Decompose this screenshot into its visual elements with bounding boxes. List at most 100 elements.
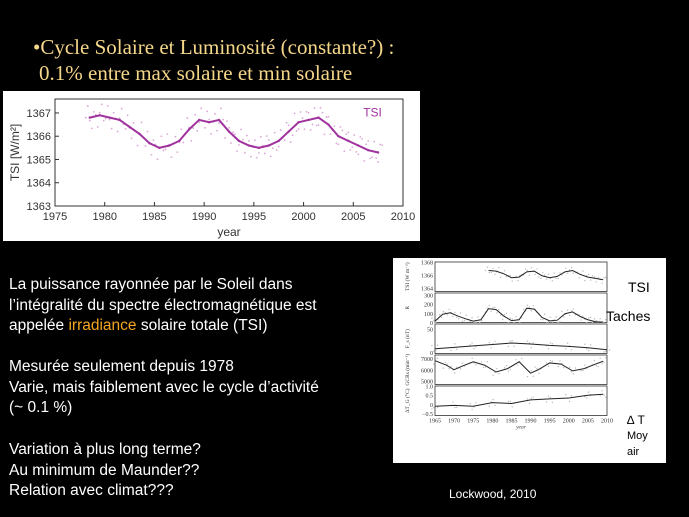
tsi-data-point (227, 130, 231, 133)
panel-noise-point (549, 360, 552, 362)
tsi-noise-point (106, 105, 109, 107)
panel-series-line (434, 307, 604, 323)
panel-noise-point (461, 320, 464, 322)
tsi-noise-point (247, 140, 250, 142)
tsi-noise-point (345, 133, 348, 136)
panel-noise-point (542, 271, 544, 274)
panel-noise-point (480, 361, 483, 363)
panel-y-tick-label: 5000 (421, 380, 433, 386)
panel-noise-point (599, 395, 601, 397)
tsi-noise-point (112, 111, 115, 114)
panel-noise-point (587, 317, 590, 319)
tsi-noise-point (321, 111, 324, 114)
panel-frame (434, 323, 608, 354)
tsi-noise-point (287, 124, 290, 127)
panel-noise-point (446, 363, 448, 365)
title-line-1: •Cycle Solaire et Luminosité (constante?… (33, 35, 395, 59)
panel-noise-point (530, 346, 533, 349)
panel-noise-point (517, 364, 519, 366)
panel-y-axis-label: TSI (W m⁻²) (404, 262, 411, 291)
panel-noise-point (551, 401, 554, 404)
panel-noise-point (545, 278, 548, 280)
x-tick-label: 1970 (448, 419, 460, 425)
panel-noise-point (557, 365, 559, 368)
tsi-data-point (267, 144, 270, 147)
panel-noise-point (448, 308, 450, 311)
panel-y-tick-label: 0.5 (426, 394, 434, 400)
tsi-noise-point (367, 140, 370, 142)
panel-noise-point (475, 321, 477, 324)
para3-line3: Relation avec climat??? (9, 482, 174, 499)
tsi-noise-point (379, 143, 382, 146)
panel-noise-point (433, 406, 435, 409)
x-tick-label: 1990 (525, 419, 537, 425)
tsi-noise-point (259, 135, 262, 138)
panel-noise-point (494, 306, 496, 309)
panel-noise-point (605, 319, 607, 321)
panel-noise-point (505, 275, 508, 278)
panel-noise-point (515, 315, 517, 318)
tsi-noise-point (257, 151, 260, 154)
tsi-noise-point (232, 131, 234, 134)
tsi-noise-point (126, 114, 129, 117)
panel-noise-point (566, 272, 569, 274)
panel-noise-point (475, 363, 477, 366)
panel-noise-point (511, 406, 513, 408)
tsi-noise-point (180, 128, 183, 131)
panel-noise-point (450, 349, 452, 352)
tsi-data-point (287, 130, 290, 133)
tsi-noise-point (208, 118, 211, 121)
panel-noise-point (526, 398, 529, 400)
tsi-noise-point (224, 137, 226, 139)
tsi-noise-point (355, 150, 358, 153)
para3-line2: Au minimum de Maunder?? (9, 461, 200, 479)
tsi-noise-point (357, 153, 360, 156)
para1-line3: appelée irradiance solaire totale (TSI) (9, 316, 317, 337)
panel-noise-point (597, 365, 599, 368)
panel-noise-point (605, 396, 607, 399)
x-axis-label: year (515, 425, 527, 431)
plot-frame (54, 98, 404, 207)
tsi-noise-point (132, 122, 135, 124)
tsi-data-point (158, 146, 161, 150)
panel-noise-point (517, 279, 519, 282)
tsi-noise-point (349, 148, 352, 151)
panel-y-tick-label: 1364 (421, 287, 433, 293)
panel-noise-point (431, 359, 433, 361)
tsi-noise-point (285, 121, 288, 124)
para1-post: solaire totale (TSI) (136, 317, 268, 334)
panel-noise-point (534, 273, 536, 276)
panel-noise-point (438, 314, 441, 316)
panel-noise-point (488, 271, 490, 274)
panel-noise-point (526, 375, 529, 378)
panel-noise-point (492, 267, 494, 270)
tsi-data-point (277, 139, 280, 143)
tsi-noise-point (249, 155, 252, 158)
tsi-noise-point (230, 142, 232, 144)
panel-noise-point (475, 402, 477, 404)
panel-noise-point (486, 361, 489, 363)
panel-noise-point (509, 317, 511, 319)
panel-y-tick-label: 6000 (421, 368, 433, 374)
tsi-noise-point (263, 152, 266, 155)
tsi-data-point (178, 139, 181, 143)
panel-noise-point (595, 281, 597, 283)
panel-noise-point (435, 321, 437, 324)
panel-noise-point (572, 272, 575, 274)
tsi-data-point (307, 118, 310, 122)
tsi-noise-point (309, 129, 312, 131)
tsi-noise-point (102, 119, 105, 122)
panel-noise-point (471, 408, 473, 411)
panel-series-line (434, 342, 608, 351)
tsi-data-point (317, 116, 320, 119)
tsi-noise-point (337, 143, 340, 146)
panel-noise-point (608, 349, 611, 351)
panel-noise-point (496, 367, 498, 370)
tsi-noise-point (86, 105, 89, 107)
panel-noise-point (436, 406, 439, 408)
x-tick-label: 1990 (192, 211, 216, 223)
panel-noise-point (555, 277, 557, 280)
panel-noise-point (591, 321, 594, 324)
label-air: air (627, 446, 640, 458)
tsi-data-point (337, 135, 340, 138)
